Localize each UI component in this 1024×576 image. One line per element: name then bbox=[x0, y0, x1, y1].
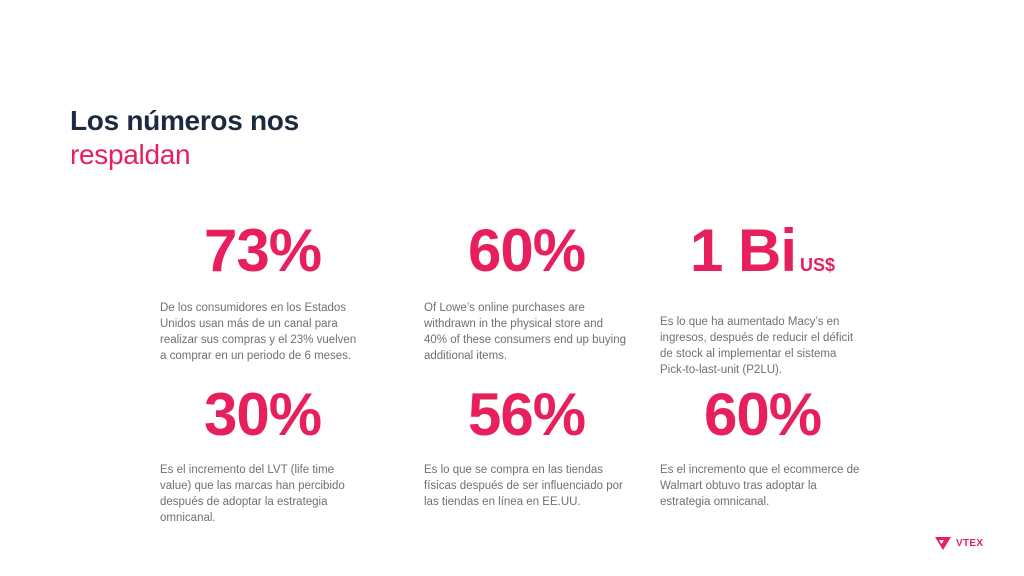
stat-block: 73% De los consumidores en los Estados U… bbox=[160, 218, 365, 364]
stat-description: Es lo que se compra en las tiendas físic… bbox=[424, 464, 623, 508]
stat-block: 60% Es el incremento que el ecommerce de… bbox=[660, 382, 865, 510]
vtex-logo-icon bbox=[935, 537, 951, 550]
page-title-line1: Los números nos bbox=[70, 105, 299, 136]
stat-value-row: 1 Bi US$ bbox=[660, 218, 865, 298]
stat-value: 73% bbox=[203, 217, 322, 284]
stat-value: 56% bbox=[467, 381, 586, 448]
stat-block: 56% Es lo que se compra en las tiendas f… bbox=[424, 382, 629, 510]
stat-block: 30% Es el incremento del LVT (life time … bbox=[160, 382, 365, 526]
stat-description: Es el incremento del LVT (life time valu… bbox=[160, 464, 345, 524]
stat-description: De los consumidores en los Estados Unido… bbox=[160, 302, 357, 362]
vtex-logo-text: VTEX bbox=[956, 538, 984, 549]
stat-value-row: 30% bbox=[160, 382, 365, 448]
vtex-logo: VTEX bbox=[934, 536, 983, 551]
stat-value-row: 73% bbox=[160, 218, 365, 284]
page-title-line2: respaldan bbox=[70, 139, 191, 170]
stat-value: 1 Bi bbox=[689, 217, 797, 284]
stat-description: Of Lowe’s online purchases are withdrawn… bbox=[424, 302, 627, 362]
stat-value-row: 60% bbox=[660, 382, 865, 448]
stat-block: 60% Of Lowe’s online purchases are withd… bbox=[424, 218, 629, 364]
stat-value: 60% bbox=[703, 381, 822, 448]
stat-value: 30% bbox=[203, 381, 322, 448]
stat-unit: US$ bbox=[800, 255, 836, 275]
stat-description: Es el incremento que el ecommerce de Wal… bbox=[660, 464, 860, 508]
stat-value-row: 56% bbox=[424, 382, 629, 448]
page-title: Los números nos respaldan bbox=[70, 104, 299, 172]
stat-block: 1 Bi US$ Es lo que ha aumentado Macy’s en… bbox=[660, 218, 865, 378]
stat-description: Es lo que ha aumentado Macy’s en ingreso… bbox=[660, 316, 854, 376]
stat-value-row: 60% bbox=[424, 218, 629, 284]
stat-value: 60% bbox=[467, 217, 586, 284]
